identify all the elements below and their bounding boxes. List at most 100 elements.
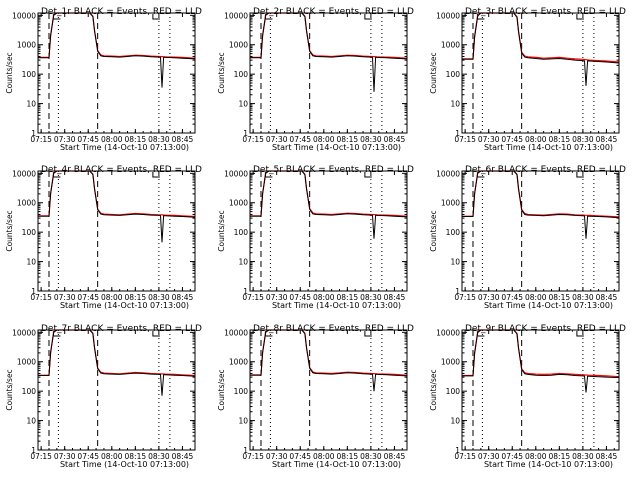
plot-panel-4: 1 10 100 1000 10000 07:15 07:30 07:45 08:00 08:15… bbox=[5, 165, 202, 310]
y-tick-label: 10000 bbox=[436, 169, 460, 178]
y-tick-label: 1 bbox=[31, 446, 36, 455]
x-tick-label: 07:15 bbox=[242, 293, 264, 302]
y-tick-label: 10 bbox=[238, 258, 248, 267]
plot-frame bbox=[37, 12, 196, 134]
y-tick-label: 10000 bbox=[224, 11, 248, 20]
series-line-events bbox=[38, 329, 196, 396]
x-tick-label: 07:45 bbox=[289, 452, 311, 461]
x-tick-label: 08:30 bbox=[148, 452, 170, 461]
y-tick-label: 1000 bbox=[229, 199, 248, 208]
plot-panel-2: 1 10 100 1000 10000 07:15 07:30 07:45 08:00 08:15… bbox=[217, 7, 414, 152]
y-tick-label: 1 bbox=[455, 446, 460, 455]
x-tick-label: 08:00 bbox=[101, 293, 123, 302]
plot-frame bbox=[249, 12, 408, 134]
y-tick-label: 100 bbox=[22, 70, 37, 79]
top-bracket-marker bbox=[576, 14, 584, 20]
x-tick-label: 08:15 bbox=[549, 452, 571, 461]
top-bracket-marker bbox=[364, 331, 372, 337]
plot-title: Det_5r BLACK = Events, RED = LLD bbox=[253, 165, 414, 175]
y-tick-label: 1 bbox=[243, 129, 248, 138]
y-tick-label: 10000 bbox=[224, 169, 248, 178]
plot-title: Det_1r BLACK = Events, RED = LLD bbox=[41, 7, 202, 17]
y-axis-label: Counts/sec bbox=[429, 369, 438, 410]
y-tick-label: 100 bbox=[446, 70, 461, 79]
x-tick-label: 08:15 bbox=[337, 452, 359, 461]
x-tick-label: 07:30 bbox=[54, 452, 76, 461]
y-tick-label: 100 bbox=[234, 70, 249, 79]
series-line-events bbox=[38, 170, 196, 243]
x-tick-label: 08:00 bbox=[313, 293, 335, 302]
y-tick-label: 10 bbox=[26, 100, 36, 109]
y-axis-label: Counts/sec bbox=[5, 52, 14, 93]
plot-panel-9: 1 10 100 1000 10000 07:15 07:30 07:45 08:00 08:15… bbox=[429, 324, 626, 469]
x-tick-label: 08:15 bbox=[337, 293, 359, 302]
x-tick-label: 08:30 bbox=[360, 293, 382, 302]
x-tick-label: 08:15 bbox=[337, 135, 359, 144]
x-tick-label: 07:15 bbox=[454, 452, 476, 461]
top-bracket-marker bbox=[364, 14, 372, 20]
y-tick-label: 1000 bbox=[441, 41, 460, 50]
plot-title: Det_6r BLACK = Events, RED = LLD bbox=[465, 165, 626, 175]
plot-panel-5: 1 10 100 1000 10000 07:15 07:30 07:45 08:00 08:15… bbox=[217, 165, 414, 310]
x-tick-label: 07:45 bbox=[77, 452, 99, 461]
y-tick-label: 10000 bbox=[12, 328, 36, 337]
x-tick-label: 07:45 bbox=[501, 452, 523, 461]
plot-panel-8: 1 10 100 1000 10000 07:15 07:30 07:45 08:00 08:15… bbox=[217, 324, 414, 469]
x-axis-label: Start Time (14-Oct-10 07:13:00) bbox=[60, 143, 189, 152]
y-axis-label: Counts/sec bbox=[217, 52, 226, 93]
plot-frame bbox=[461, 170, 620, 292]
x-tick-label: 08:15 bbox=[549, 293, 571, 302]
x-tick-label: 07:45 bbox=[289, 293, 311, 302]
series-line-events bbox=[250, 170, 408, 239]
x-axis-label: Start Time (14-Oct-10 07:13:00) bbox=[484, 143, 613, 152]
y-tick-label: 10000 bbox=[224, 328, 248, 337]
x-tick-label: 08:00 bbox=[525, 452, 547, 461]
x-tick-label: 08:45 bbox=[172, 135, 194, 144]
y-tick-label: 1000 bbox=[229, 358, 248, 367]
series-line-lld bbox=[250, 329, 408, 376]
y-tick-label: 10000 bbox=[436, 328, 460, 337]
x-tick-label: 08:30 bbox=[148, 293, 170, 302]
x-tick-label: 08:30 bbox=[360, 135, 382, 144]
x-tick-label: 07:15 bbox=[242, 135, 264, 144]
x-axis-label: Start Time (14-Oct-10 07:13:00) bbox=[272, 143, 401, 152]
y-tick-label: 10 bbox=[450, 417, 460, 426]
plot-frame bbox=[37, 329, 196, 451]
plot-title: Det_2r BLACK = Events, RED = LLD bbox=[253, 7, 414, 17]
x-tick-label: 07:30 bbox=[478, 293, 500, 302]
plot-frame bbox=[461, 12, 620, 134]
series-line-lld bbox=[250, 170, 408, 217]
y-tick-label: 10000 bbox=[12, 11, 36, 20]
y-tick-label: 100 bbox=[22, 387, 37, 396]
plot-frame bbox=[37, 170, 196, 292]
x-tick-label: 07:45 bbox=[289, 135, 311, 144]
series-line-lld bbox=[38, 12, 196, 59]
series-line-events bbox=[250, 12, 408, 92]
y-tick-label: 100 bbox=[234, 387, 249, 396]
y-tick-label: 1000 bbox=[17, 358, 36, 367]
y-axis-label: Counts/sec bbox=[5, 369, 14, 410]
plot-panel-1: 1 10 100 1000 10000 07:15 07:30 07:45 08:00 08:15… bbox=[5, 7, 202, 152]
x-tick-label: 08:45 bbox=[596, 135, 618, 144]
x-tick-label: 08:00 bbox=[101, 452, 123, 461]
series-line-lld bbox=[250, 12, 408, 59]
x-tick-label: 08:45 bbox=[596, 293, 618, 302]
x-tick-label: 07:30 bbox=[266, 135, 288, 144]
x-tick-label: 08:30 bbox=[572, 452, 594, 461]
plot-frame bbox=[249, 329, 408, 451]
x-tick-label: 08:45 bbox=[172, 293, 194, 302]
series-line-lld bbox=[462, 329, 620, 378]
x-axis-label: Start Time (14-Oct-10 07:13:00) bbox=[272, 301, 401, 310]
y-tick-label: 1 bbox=[455, 129, 460, 138]
x-axis-label: Start Time (14-Oct-10 07:13:00) bbox=[60, 301, 189, 310]
y-tick-label: 10 bbox=[450, 100, 460, 109]
plot-title: Det_3r BLACK = Events, RED = LLD bbox=[465, 7, 626, 17]
x-tick-label: 08:30 bbox=[572, 293, 594, 302]
y-tick-label: 1 bbox=[31, 287, 36, 296]
x-tick-label: 07:30 bbox=[54, 135, 76, 144]
top-bracket-marker bbox=[152, 331, 160, 337]
x-tick-label: 08:45 bbox=[384, 452, 406, 461]
x-tick-label: 08:00 bbox=[313, 135, 335, 144]
